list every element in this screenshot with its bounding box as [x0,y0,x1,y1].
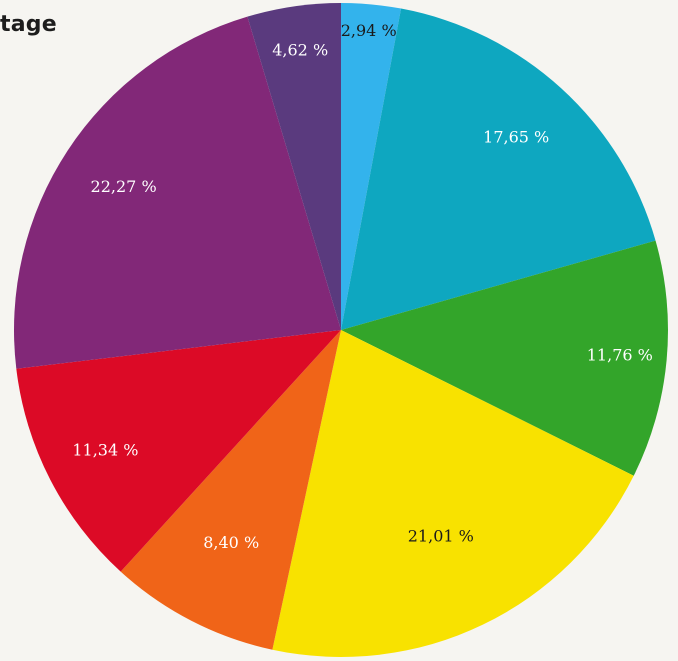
pie-slice [341,2,402,330]
slice-label: 4,62 % [272,41,328,60]
slice-label: 2,94 % [341,21,397,40]
pie-slices [13,2,669,658]
pie-slice [247,3,341,330]
pie-slice [120,330,342,650]
slice-label: 21,01 % [408,527,474,546]
pie-labels: 2,94 % 17,65 % 11,76 % 21,01 % 8,40 % 11,34 %… [72,21,652,552]
slice-label: 11,76 % [587,345,653,364]
pie-slice [13,16,342,369]
slice-label: 22,27 % [91,177,157,196]
pie-slice [341,8,656,331]
pie-slice [272,330,634,658]
pie-slice [16,330,342,572]
pie-slice [341,240,669,476]
slice-label: 17,65 % [483,127,549,146]
chart-title: tage [0,12,57,37]
slice-label: 8,40 % [203,533,259,552]
slice-label: 11,34 % [72,441,138,460]
